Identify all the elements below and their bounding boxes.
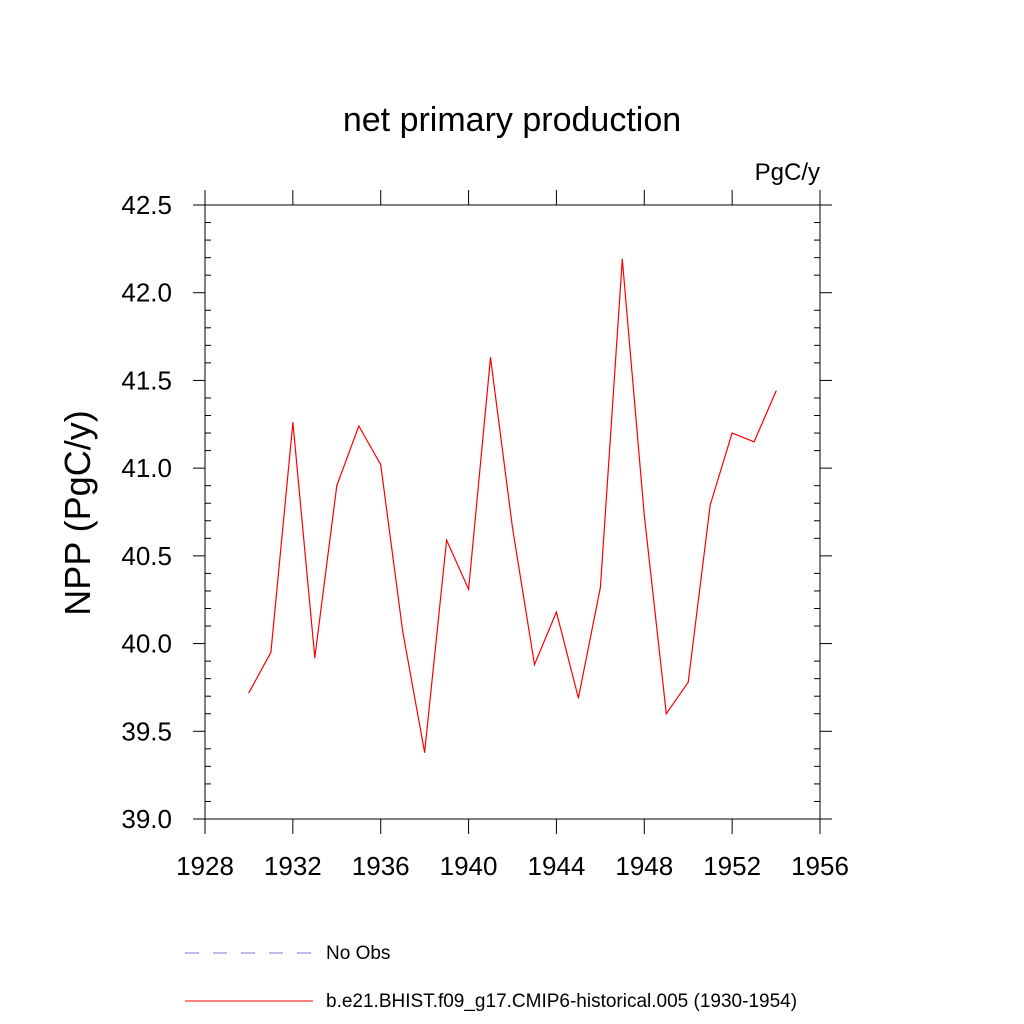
y-tick-label: 40.5 <box>121 541 172 571</box>
chart-title: net primary production <box>343 101 681 139</box>
y-tick-label: 42.0 <box>121 278 172 308</box>
units-label: PgC/y <box>755 159 820 186</box>
data-point <box>555 611 558 613</box>
minor-ticks <box>205 222 820 802</box>
data-point <box>643 514 645 517</box>
data-point <box>358 425 360 427</box>
data-point <box>248 692 250 694</box>
data-point <box>446 539 448 541</box>
y-tick-label: 40.0 <box>121 629 172 659</box>
x-tick-label: 1940 <box>440 851 498 881</box>
y-tick-label: 39.5 <box>121 716 172 746</box>
series-layer <box>248 258 777 753</box>
y-tick-label: 42.5 <box>121 190 172 220</box>
x-tick-label: 1944 <box>528 851 586 881</box>
legend: No Obs b.e21.BHIST.f09_g17.CMIP6-histori… <box>185 943 797 1012</box>
data-point <box>533 664 536 666</box>
major-ticks <box>193 190 832 834</box>
x-tick-labels: 1928 1932 1936 1940 1944 1948 1952 1956 <box>176 851 849 881</box>
data-point <box>424 751 426 753</box>
data-point <box>402 630 404 632</box>
data-point <box>753 441 755 443</box>
data-point <box>599 586 601 589</box>
y-tick-label: 41.5 <box>121 365 172 395</box>
data-point <box>665 713 667 715</box>
x-tick-label: 1932 <box>264 851 322 881</box>
legend-label-no-obs: No Obs <box>326 943 390 964</box>
x-tick-label: 1936 <box>352 851 410 881</box>
data-point <box>687 681 689 683</box>
data-point <box>270 651 272 653</box>
data-point <box>621 258 623 260</box>
data-point <box>731 432 733 434</box>
data-point <box>577 697 579 699</box>
data-point <box>467 588 470 590</box>
data-point <box>489 357 492 359</box>
data-point <box>336 485 338 487</box>
y-axis-label: NPP (PgC/y) <box>57 410 98 615</box>
x-tick-label: 1952 <box>703 851 761 881</box>
data-point <box>314 657 316 659</box>
y-tick-label: 39.0 <box>121 804 172 834</box>
x-tick-label: 1956 <box>791 851 849 881</box>
x-tick-label: 1928 <box>176 851 234 881</box>
data-point <box>775 390 777 392</box>
legend-label-historical: b.e21.BHIST.f09_g17.CMIP6-historical.005… <box>326 991 797 1012</box>
series-line-historical <box>248 259 777 753</box>
data-point <box>380 464 382 466</box>
data-point <box>292 421 294 424</box>
plot-frame <box>204 204 821 820</box>
data-point <box>709 504 711 506</box>
y-tick-label: 41.0 <box>121 453 172 483</box>
y-tick-labels: 39.0 39.5 40.0 40.5 41.0 41.5 42.0 42.5 <box>121 190 172 834</box>
data-point <box>511 527 514 529</box>
x-tick-label: 1948 <box>615 851 673 881</box>
